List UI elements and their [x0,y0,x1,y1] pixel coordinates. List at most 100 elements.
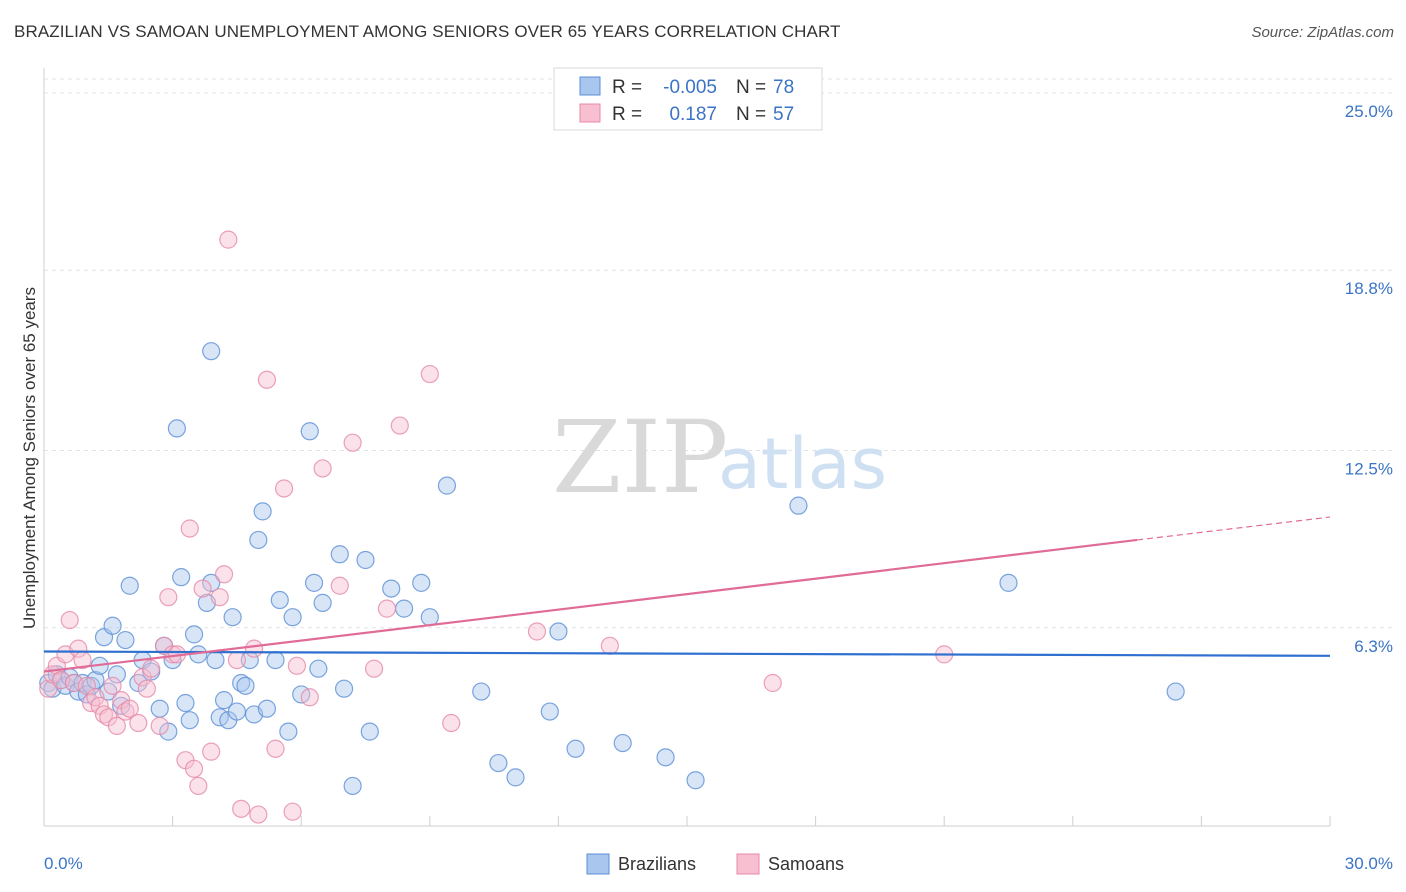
x-tick-label: 30.0% [1345,854,1393,873]
brazilians-point [540,702,559,721]
brazilians-point [382,579,401,598]
brazilians-point [686,771,705,790]
brazilians-point [172,568,191,587]
samoans-point [219,230,238,249]
brazilians-point [313,593,332,612]
brazilians-point [330,545,349,564]
samoans-point [600,636,619,655]
brazilians-point [257,699,277,718]
samoans-point [214,565,234,584]
brazilians-point [270,590,289,610]
samoans-point [244,639,264,658]
legend-n-value-brazilians: 78 [773,77,794,98]
samoans-point [69,639,88,658]
bottom-legend-swatch-samoans [736,853,760,875]
brazilians-point [202,342,221,361]
samoans-point [86,688,105,707]
brazilians-point [176,693,195,713]
watermark-atlas: atlas [718,423,887,505]
x-axis-ticks [172,816,1331,826]
legend-n-label-samoans: N = [736,104,766,125]
brazilians-point [167,419,186,438]
bottom-legend-label-samoans: Samoans [768,854,844,874]
data-points [39,230,1185,824]
brazilians-point [566,739,585,758]
samoans-point [763,673,782,693]
samoans-point [193,579,212,598]
samoans-point [266,739,285,758]
brazilians-point [103,616,122,635]
samoans-point [120,699,139,718]
chart-title: BRAZILIAN VS SAMOAN UNEMPLOYMENT AMONG S… [14,22,841,41]
brazilians-point [253,502,272,521]
brazilians-point [506,768,525,787]
legend-swatch-brazilians [579,76,601,96]
brazilians-point [472,682,491,701]
watermark-zip: ZIP [552,399,728,516]
brazilians-point [334,679,354,698]
brazilians-point [236,676,255,695]
brazilians-point [789,496,808,515]
brazilians-point [107,665,126,684]
series-legend: Brazilians Samoans [586,853,844,875]
brazilians-point [184,625,204,644]
brazilians-point [489,753,508,773]
samoans-point [60,610,79,630]
brazilians-point [437,476,457,495]
legend-swatch-samoans [579,103,601,123]
samoans-point [227,650,246,670]
brazilians-point [613,733,632,753]
brazilians-point [549,622,568,641]
series-brazilians [39,342,1185,796]
brazilians-point [300,422,319,441]
samoans-point [39,679,58,698]
samoans-point [184,759,204,778]
samoans-point [210,588,229,607]
samoans-point [257,370,277,389]
source-label: Source: ZipAtlas.com [1251,24,1394,41]
y-axis-tick-labels: 6.3% 12.5% 18.8% 25.0% [1345,102,1393,656]
samoans-point [313,459,332,478]
samoans-point [129,713,148,733]
samoans-point [364,659,384,678]
samoans-point [442,713,461,733]
samoans-point [232,799,251,818]
trend-line-samoans [43,538,1138,673]
y-tick-label: 12.5% [1345,459,1393,478]
samoans-point [189,776,208,796]
samoans-point [103,676,122,695]
legend-r-value-brazilians: -0.005 [663,77,717,98]
brazilians-point [180,711,199,730]
legend-r-value-samoans: 0.187 [669,104,717,125]
bottom-legend-swatch-brazilians [586,853,610,875]
y-axis-label: Unemployment Among Seniors over 65 years [20,287,39,629]
trend-line-samoans-extrapolated [1137,516,1331,541]
samoans-point [420,364,439,384]
brazilians-point [1166,682,1185,701]
y-tick-label: 25.0% [1345,102,1393,121]
samoans-point [527,622,547,641]
samoans-point [287,656,307,675]
brazilians-point [227,702,246,721]
bottom-legend-label-brazilians: Brazilians [618,854,696,874]
samoans-point [274,479,294,498]
brazilians-point [116,630,135,650]
brazilians-point [120,576,139,595]
y-tick-label: 6.3% [1354,637,1393,656]
brazilians-point [420,608,439,627]
legend-n-label-brazilians: N = [736,77,766,98]
brazilians-point [279,722,298,741]
samoans-point [137,679,156,698]
trend-lines [43,516,1331,673]
samoans-point [107,716,126,735]
trend-line-brazilians [43,650,1331,657]
brazilians-point [283,608,302,627]
brazilians-point [150,699,169,718]
samoans-point [249,805,268,824]
samoans-point [150,716,169,735]
samoans-point [283,802,302,821]
brazilians-point [304,573,324,592]
brazilians-point [656,748,675,767]
samoans-point [142,659,161,678]
